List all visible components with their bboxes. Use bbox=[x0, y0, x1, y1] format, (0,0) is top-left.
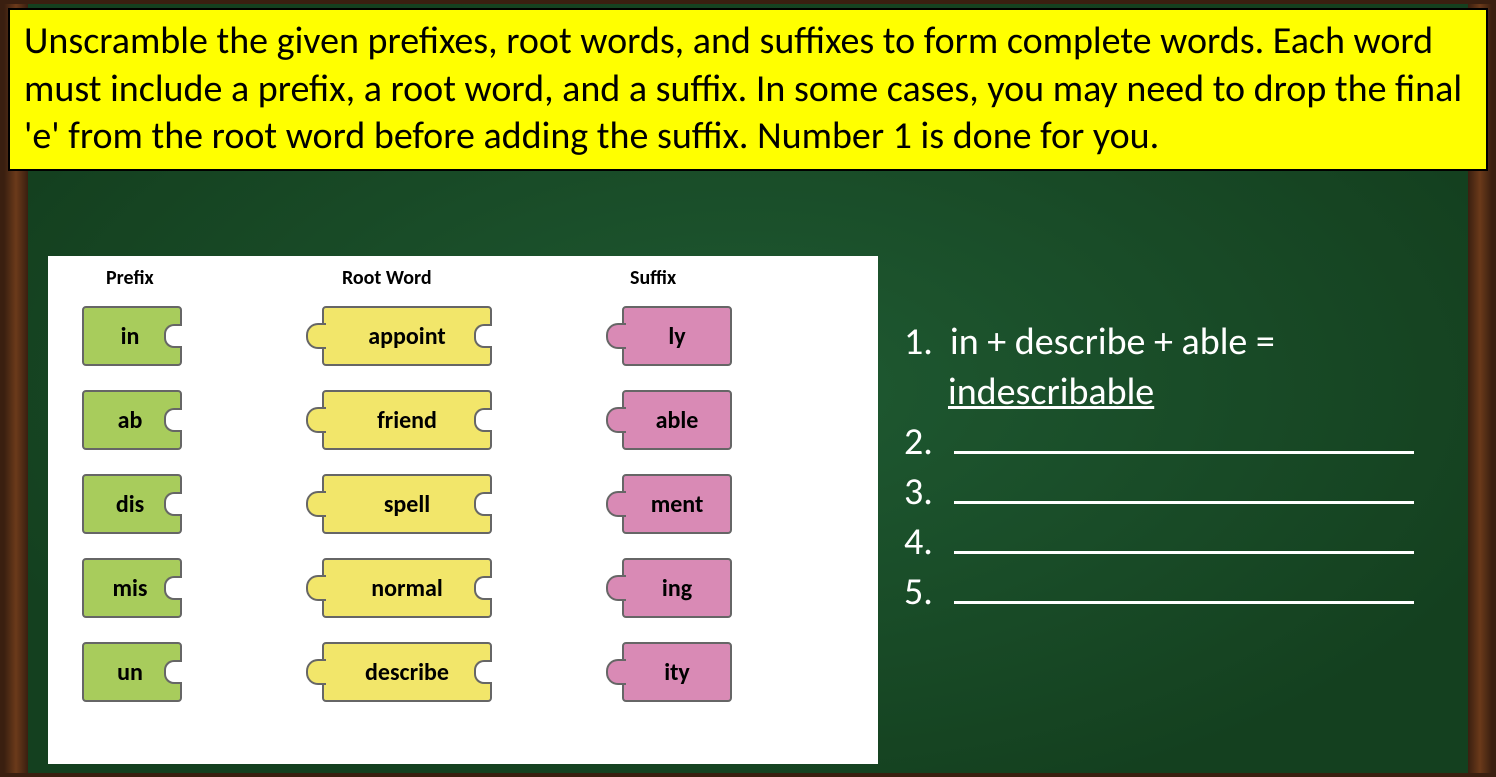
answer-num-3: 3. bbox=[904, 469, 948, 515]
prefix-piece-ab[interactable]: ab bbox=[82, 390, 182, 450]
prefix-piece-dis[interactable]: dis bbox=[82, 474, 182, 534]
prefix-piece-un[interactable]: un bbox=[82, 642, 182, 702]
prefix-column: Prefix in ab dis mis un bbox=[82, 266, 302, 754]
root-piece-appoint[interactable]: appoint bbox=[322, 306, 492, 366]
prefix-header: Prefix bbox=[106, 266, 154, 290]
answer-row-1: 1. in + describe + able = bbox=[904, 319, 1432, 365]
answer-row-5: 5. bbox=[904, 569, 1432, 615]
suffix-piece-able[interactable]: able bbox=[622, 390, 732, 450]
suffix-piece-ly[interactable]: ly bbox=[622, 306, 732, 366]
answer-blank-2[interactable] bbox=[954, 422, 1414, 454]
root-piece-spell[interactable]: spell bbox=[322, 474, 492, 534]
answer-row-4: 4. bbox=[904, 519, 1432, 565]
root-piece-friend[interactable]: friend bbox=[322, 390, 492, 450]
suffix-header: Suffix bbox=[630, 266, 676, 290]
answer-row-3: 3. bbox=[904, 469, 1432, 515]
suffix-piece-ment[interactable]: ment bbox=[622, 474, 732, 534]
instructions-banner: Unscramble the given prefixes, root word… bbox=[8, 8, 1488, 171]
puzzle-panel: Prefix in ab dis mis un Root Word appoin… bbox=[48, 256, 878, 764]
answer-num-2: 2. bbox=[904, 419, 948, 465]
answer-blank-3[interactable] bbox=[954, 472, 1414, 504]
suffix-piece-ity[interactable]: ity bbox=[622, 642, 732, 702]
answers-area: 1. in + describe + able = indescribable … bbox=[904, 319, 1432, 619]
suffix-piece-ing[interactable]: ing bbox=[622, 558, 732, 618]
answer-num-5: 5. bbox=[904, 569, 948, 615]
answer-equation-1: in + describe + able = bbox=[950, 319, 1275, 365]
answer-row-2: 2. bbox=[904, 419, 1432, 465]
instructions-text: Unscramble the given prefixes, root word… bbox=[24, 18, 1462, 159]
root-column: Root Word appoint friend spell normal de… bbox=[302, 266, 602, 754]
root-piece-describe[interactable]: describe bbox=[322, 642, 492, 702]
answer-num-1: 1. bbox=[904, 319, 948, 365]
prefix-piece-in[interactable]: in bbox=[82, 306, 182, 366]
root-header: Root Word bbox=[342, 266, 432, 290]
answer-num-4: 4. bbox=[904, 519, 948, 565]
prefix-piece-mis[interactable]: mis bbox=[82, 558, 182, 618]
answer-blank-4[interactable] bbox=[954, 522, 1414, 554]
root-piece-normal[interactable]: normal bbox=[322, 558, 492, 618]
suffix-column: Suffix ly able ment ing ity bbox=[602, 266, 832, 754]
answer-blank-5[interactable] bbox=[954, 572, 1414, 604]
answer-result-1: indescribable bbox=[948, 369, 1432, 415]
